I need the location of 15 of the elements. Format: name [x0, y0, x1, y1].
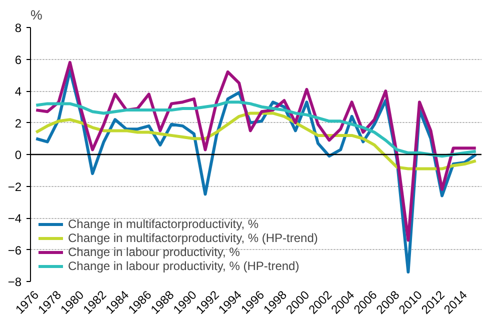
legend-label: Change in labour productivity, % (HP-trend)	[68, 259, 300, 273]
y-tick-label: −2	[8, 180, 22, 194]
y-tick-label: 8	[14, 21, 22, 35]
y-tick-label: 6	[14, 52, 22, 67]
legend-label: Change in multifactorproductivity, %	[68, 217, 259, 231]
y-tick-label: 2	[14, 116, 22, 130]
y-tick-label: −4	[8, 212, 22, 226]
y-tick-label: −8	[8, 275, 22, 289]
y-axis-title: %	[30, 8, 42, 22]
line-series	[34, 100, 478, 158]
y-tick-label: 0	[14, 148, 22, 162]
legend-label: Change in labour productivity, %	[68, 245, 240, 259]
y-tick-label: −6	[8, 243, 22, 258]
legend-label: Change in multifactorproductivity, % (HP-trend)	[68, 231, 318, 245]
y-tick-label: 4	[14, 84, 22, 98]
